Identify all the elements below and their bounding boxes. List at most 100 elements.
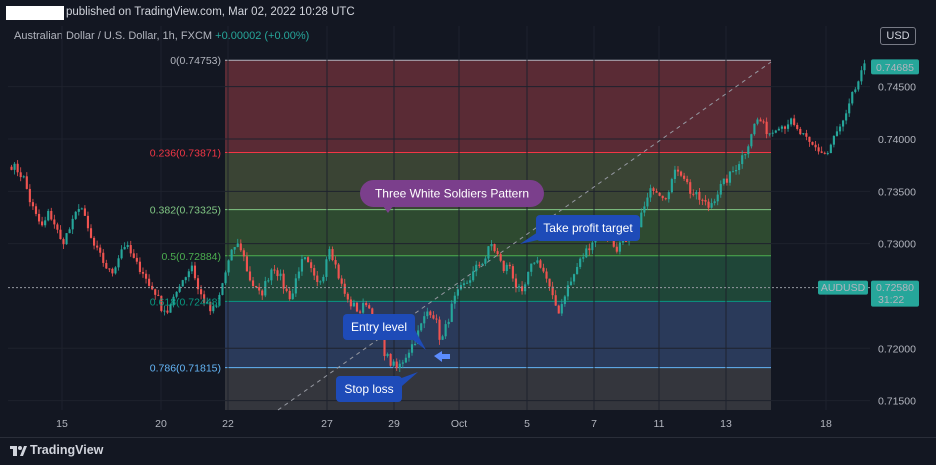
candle bbox=[848, 103, 851, 114]
candle bbox=[557, 305, 560, 314]
candle bbox=[835, 131, 839, 136]
candle bbox=[530, 263, 533, 272]
candle bbox=[676, 169, 680, 172]
candle bbox=[576, 266, 579, 275]
annotation-entry-level[interactable]: Entry level bbox=[343, 314, 426, 350]
annotation-stop-loss[interactable]: Stop loss bbox=[336, 372, 418, 402]
candle bbox=[618, 242, 621, 252]
tradingview-logo-icon bbox=[10, 446, 27, 456]
fib-label: 0(0.74753) bbox=[170, 55, 221, 67]
candle bbox=[111, 268, 114, 274]
candle bbox=[771, 132, 774, 134]
annotation-three-white-soldiers[interactable]: Three White Soldiers Pattern bbox=[360, 180, 544, 213]
candle bbox=[786, 124, 790, 129]
candle bbox=[343, 283, 346, 294]
candle bbox=[132, 253, 135, 258]
candle bbox=[71, 218, 74, 230]
candle bbox=[670, 179, 673, 193]
candle bbox=[86, 215, 90, 229]
candle bbox=[291, 293, 294, 300]
candle bbox=[829, 144, 832, 154]
candle bbox=[398, 363, 401, 368]
candle bbox=[545, 271, 548, 279]
candle bbox=[499, 254, 502, 261]
candle bbox=[404, 357, 407, 363]
candle bbox=[362, 303, 365, 313]
candle bbox=[215, 305, 218, 307]
candle bbox=[117, 258, 120, 268]
annotations: Three White Soldiers Pattern Take profit … bbox=[336, 180, 640, 402]
candle bbox=[349, 299, 352, 307]
fib-bands bbox=[225, 59, 771, 410]
candle bbox=[407, 352, 411, 358]
price-tick: 0.72000 bbox=[878, 343, 916, 355]
candle bbox=[16, 163, 19, 173]
candle bbox=[710, 203, 713, 208]
candle bbox=[93, 237, 96, 246]
candle bbox=[487, 246, 490, 259]
candle bbox=[719, 184, 722, 195]
candle bbox=[435, 318, 438, 320]
candle bbox=[233, 247, 236, 250]
candle bbox=[826, 153, 829, 155]
candle bbox=[365, 303, 368, 306]
candle bbox=[777, 128, 780, 131]
candle bbox=[193, 265, 197, 279]
candle bbox=[811, 141, 814, 145]
candle bbox=[579, 258, 582, 267]
candle bbox=[267, 280, 270, 282]
symbol-legend[interactable]: Australian Dollar / U.S. Dollar, 1h, FXC… bbox=[14, 30, 309, 42]
countdown-label: 31:22 bbox=[878, 294, 904, 306]
candle bbox=[731, 171, 735, 173]
candle bbox=[493, 244, 496, 252]
candle bbox=[294, 278, 297, 294]
candle bbox=[395, 361, 398, 368]
candle bbox=[759, 119, 762, 122]
candle bbox=[863, 63, 866, 71]
current-price-tag bbox=[871, 280, 919, 307]
candle bbox=[160, 295, 163, 311]
candle bbox=[383, 337, 386, 357]
candle bbox=[300, 259, 304, 272]
candle bbox=[123, 246, 126, 250]
candle bbox=[56, 224, 59, 230]
candle bbox=[536, 260, 539, 263]
candle bbox=[313, 268, 316, 276]
candle bbox=[273, 269, 276, 271]
annotation-take-profit[interactable]: Take profit target bbox=[520, 215, 640, 244]
candle bbox=[196, 278, 200, 290]
price-axis[interactable] bbox=[870, 26, 936, 437]
candle bbox=[148, 278, 151, 286]
candle bbox=[802, 133, 805, 135]
candle bbox=[851, 91, 854, 104]
candle bbox=[227, 260, 230, 273]
candle bbox=[423, 316, 426, 324]
candle bbox=[10, 166, 13, 170]
currency-button[interactable]: USD bbox=[880, 27, 916, 45]
fib-band bbox=[225, 60, 771, 153]
price-tick: 0.73000 bbox=[878, 239, 916, 251]
published-text: published on TradingView.com, Mar 02, 20… bbox=[66, 6, 355, 18]
candle bbox=[551, 286, 554, 296]
candle bbox=[279, 273, 282, 277]
candle bbox=[517, 286, 521, 288]
current-price-label: 0.72580 bbox=[876, 282, 914, 294]
candle bbox=[453, 295, 456, 304]
candle bbox=[514, 278, 518, 288]
candle bbox=[319, 281, 322, 283]
candle bbox=[527, 271, 530, 285]
candle bbox=[649, 188, 652, 198]
candle bbox=[661, 195, 664, 199]
candle bbox=[80, 208, 83, 210]
candle bbox=[490, 244, 493, 247]
candle bbox=[753, 123, 756, 135]
candle bbox=[251, 280, 255, 286]
candle bbox=[236, 243, 239, 248]
price-chart[interactable]: 0(0.74753) 0.236(0.73871) 0.382(0.73325) 0.… bbox=[0, 0, 936, 437]
candle bbox=[658, 192, 661, 196]
candle bbox=[44, 220, 47, 226]
candle bbox=[780, 126, 783, 129]
candle bbox=[750, 134, 753, 147]
candle bbox=[429, 311, 432, 316]
candle bbox=[478, 264, 481, 266]
